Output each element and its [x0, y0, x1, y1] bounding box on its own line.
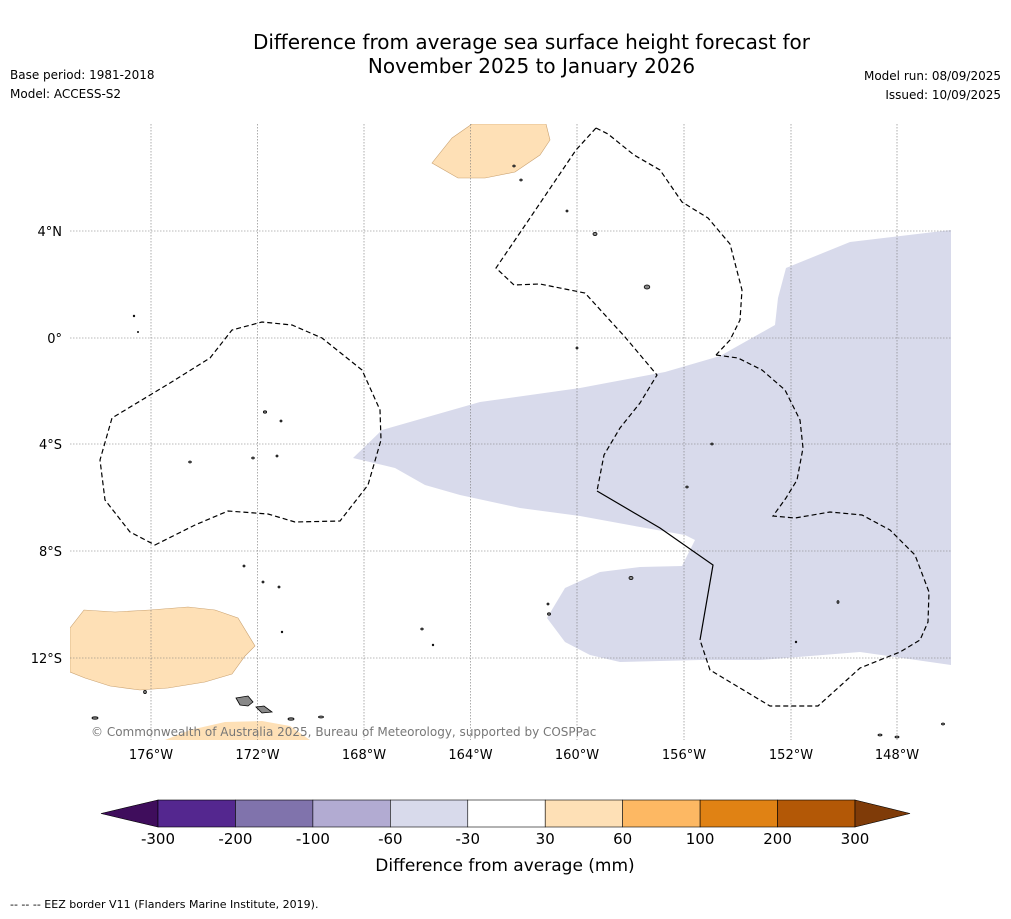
longitude-labels: 176°W 172°W 168°W 164°W 160°W 156°W 152°… [129, 748, 919, 763]
lat-label-4s: 4°S [39, 438, 62, 453]
lon-label-176w: 176°W [129, 748, 173, 763]
lon-label-148w: 148°W [875, 748, 919, 763]
anomaly-region-positive-southwest [70, 606, 256, 691]
island-samoa-upolu [235, 695, 254, 707]
eez-border-north-east [595, 127, 743, 356]
colorbar-segment [157, 799, 236, 828]
colorbar: -300 -200 -100 -60 -30 30 60 100 200 300 [100, 799, 911, 848]
islands [91, 164, 945, 739]
lon-label-172w: 172°W [235, 748, 279, 763]
latitude-labels: 4°N 0° 4°S 8°S 12°S [31, 225, 62, 667]
colorbar-segment [622, 799, 701, 828]
colorbar-extend-high [854, 799, 911, 828]
lon-label-164w: 164°W [448, 748, 492, 763]
colorbar-label: Difference from average (mm) [375, 856, 634, 876]
anomaly-region-positive-south [165, 721, 310, 740]
colorbar-tick-label: -300 [141, 830, 175, 848]
colorbar-tick-label: 300 [841, 830, 870, 848]
colorbar-tick-label: 100 [686, 830, 715, 848]
map-panel [70, 124, 951, 740]
colorbar-extend-low [100, 799, 159, 828]
model-run-text: Model run: 08/09/2025 [863, 69, 1001, 83]
base-period-text: Base period: 1981-2018 [10, 68, 155, 82]
colorbar-tick-label: -30 [456, 830, 481, 848]
colorbar-tick-label: 200 [763, 830, 792, 848]
colorbar-segment [312, 799, 391, 828]
model-text: Model: ACCESS-S2 [10, 87, 122, 101]
lon-label-156w: 156°W [662, 748, 706, 763]
lon-label-152w: 152°W [769, 748, 813, 763]
lat-label-4n: 4°N [38, 225, 63, 240]
colorbar-tick-label: 60 [613, 830, 632, 848]
colorbar-tick-label: -100 [296, 830, 330, 848]
eez-border-solid [596, 490, 714, 641]
colorbar-tick-label: 30 [536, 830, 555, 848]
colorbar-segment [544, 799, 623, 828]
anomaly-region-negative [353, 230, 951, 665]
colorbar-segment [235, 799, 314, 828]
lat-label-8s: 8°S [39, 545, 62, 560]
eez-footnote: -- -- -- EEZ border V11 (Flanders Marine… [10, 898, 319, 911]
map-title: Difference from average sea surface heig… [0, 30, 1011, 78]
colorbar-segment [699, 799, 778, 828]
lon-label-160w: 160°W [555, 748, 599, 763]
metadata-left: Base period: 1981-2018 Model: ACCESS-S2 [10, 66, 155, 104]
copyright-text: © Commonwealth of Australia 2025, Bureau… [91, 725, 596, 739]
anomaly-region-positive-north [431, 124, 551, 179]
eez-borders [99, 127, 930, 707]
gridlines [70, 124, 951, 740]
eez-border-north [495, 127, 658, 492]
colorbar-tick-label: -60 [378, 830, 403, 848]
colorbar-segment [390, 799, 469, 828]
title-line-1: Difference from average sea surface heig… [252, 30, 811, 54]
island-samoa-savaii [255, 705, 274, 714]
title-line-2: November 2025 to January 2026 [367, 54, 696, 78]
metadata-right: Model run: 08/09/2025 Issued: 10/09/2025 [864, 67, 1001, 105]
colorbar-segment [777, 799, 856, 828]
lat-label-0: 0° [47, 332, 62, 347]
lon-label-168w: 168°W [342, 748, 386, 763]
colorbar-tick-label: -200 [218, 830, 252, 848]
eez-border-east [699, 354, 930, 707]
lat-label-12s: 12°S [31, 652, 62, 667]
issued-text: Issued: 10/09/2025 [885, 88, 1001, 102]
colorbar-segment [467, 799, 546, 828]
eez-border-west [99, 321, 382, 546]
